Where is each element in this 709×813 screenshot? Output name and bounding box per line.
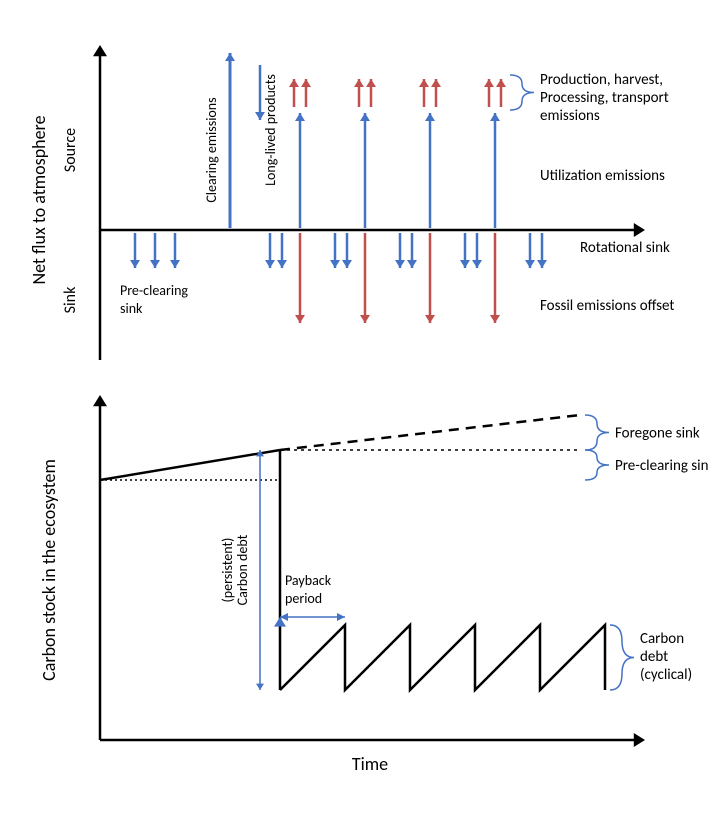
label-utilization: Utilization emissions [540, 167, 665, 185]
label-production: emissions [540, 107, 600, 125]
svg-text:(persistent): (persistent) [219, 538, 236, 603]
label-production: Processing, transport [540, 89, 669, 107]
label-pre-clearing-sink-b: Pre-clearing sink [615, 457, 709, 475]
label-sink: Sink [61, 286, 80, 313]
label-payback: Payback [285, 572, 332, 589]
label-source: Source [61, 128, 80, 172]
label-carbon-debt-cyclical: (cyclical) [640, 666, 692, 684]
label-clearing-emissions: Clearing emissions [203, 97, 220, 202]
label-production: Production, harvest, [540, 71, 663, 89]
label-fossil-offset: Fossil emissions offset [540, 297, 674, 315]
label-carbon-debt-cyclical: Carbon [640, 630, 684, 648]
label-pre-clearing: Pre-clearing [120, 282, 188, 299]
label-payback: period [285, 590, 322, 607]
label-long-lived: Long-lived products [262, 74, 279, 186]
label-carbon-debt-persistent: Carbon debt [234, 534, 251, 605]
sawtooth [280, 625, 605, 690]
label-foregone: Foregone sink [615, 425, 700, 443]
x-label: Time [352, 753, 388, 775]
bottom-y-label: Carbon stock in the ecosystem [38, 459, 60, 681]
label-pre-clearing: sink [120, 300, 143, 317]
label-rotational-sink: Rotational sink [580, 239, 670, 257]
top-y-label: Net flux to atmosphere [28, 115, 50, 284]
label-carbon-debt-cyclical: debt [640, 648, 668, 666]
